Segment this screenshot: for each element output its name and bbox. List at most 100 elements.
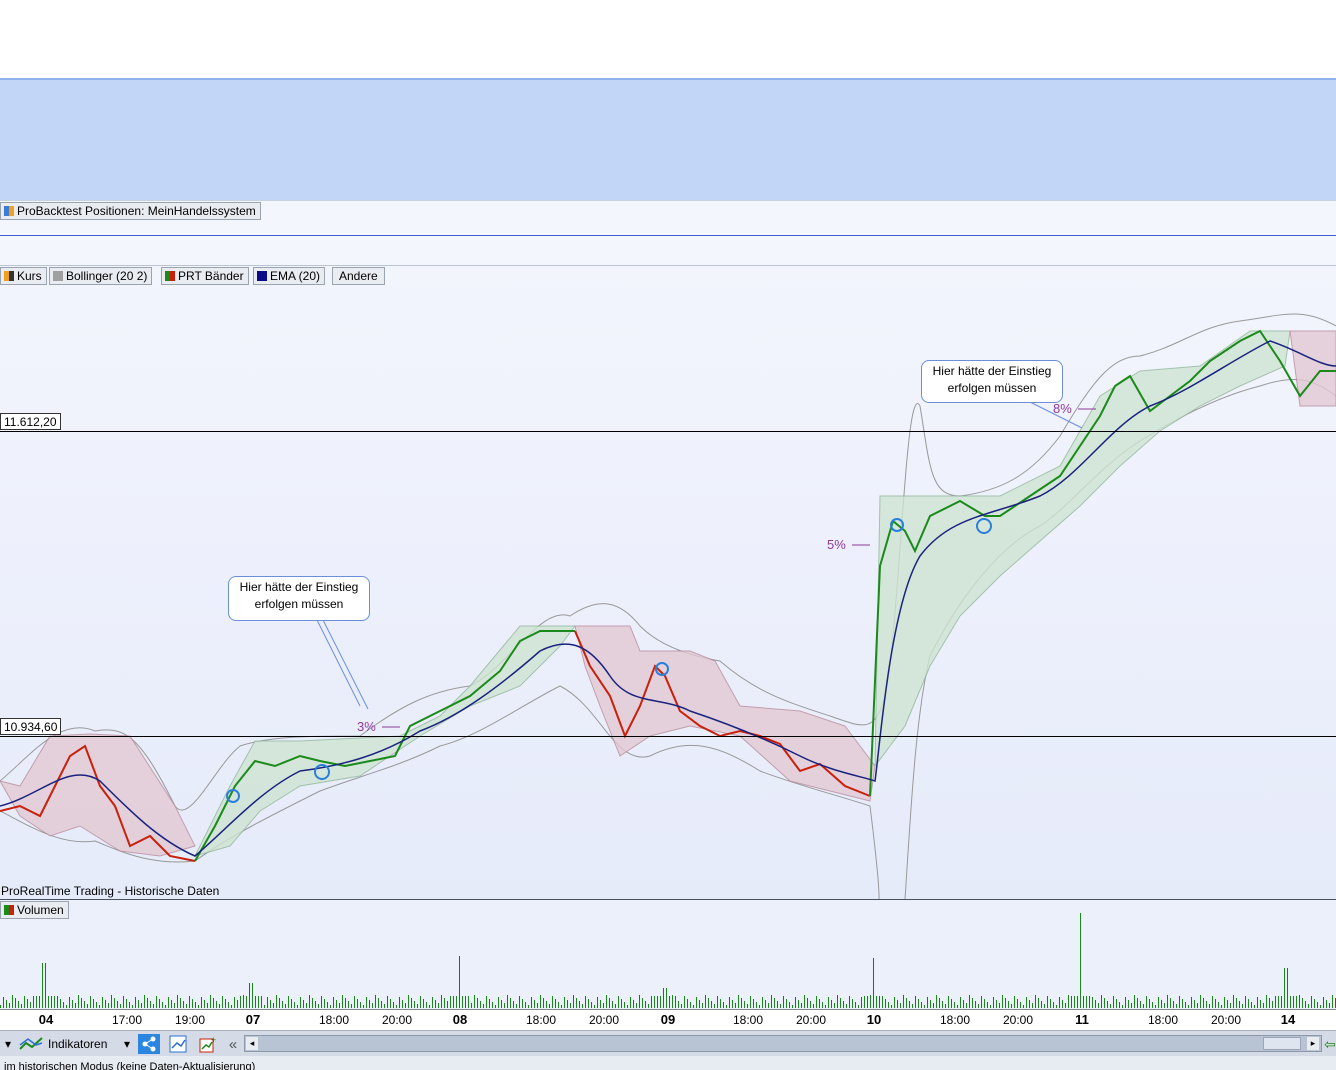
volume-bar [57, 996, 58, 1008]
volume-bar [978, 1004, 979, 1008]
volume-bar [1296, 996, 1297, 1008]
volume-bar [1197, 1003, 1198, 1008]
volume-bar [240, 996, 241, 1008]
share-icon[interactable] [138, 1034, 160, 1054]
volume-bar [936, 995, 937, 1008]
price-chart-panel[interactable]: 11.612,20 10.934,60 Kurs Bollinger (20 2… [0, 266, 1336, 899]
entry-marker-5 [976, 518, 992, 534]
legend-prt-bands[interactable]: PRT Bänder [161, 267, 249, 285]
volume-bar [507, 995, 508, 1008]
volume-bar [78, 995, 79, 1008]
volume-bar [912, 1004, 913, 1008]
volume-bar [1047, 996, 1048, 1008]
volume-bar [1194, 1000, 1195, 1008]
volume-bar [969, 995, 970, 1008]
status-text: im historischen Modus (keine Daten-Aktua… [4, 1061, 256, 1070]
dropdown-arrow-icon[interactable]: ▾ [4, 1037, 12, 1051]
volume-bar [1059, 997, 1060, 1008]
volume-bar [291, 999, 292, 1008]
volume-bar [132, 1005, 133, 1008]
volume-bar [990, 1005, 991, 1008]
volume-bar [1272, 1001, 1273, 1008]
indicators-button[interactable]: Indikatoren [18, 1034, 107, 1054]
price-level-lower: 10.934,60 [0, 718, 62, 735]
volume-bar [1179, 996, 1180, 1008]
volume-bar [123, 996, 124, 1008]
volume-bar [1185, 1002, 1186, 1008]
positions-legend[interactable]: ProBacktest Positionen: MeinHandelssyste… [0, 202, 261, 220]
volume-bar [192, 999, 193, 1008]
volume-bar [1062, 1000, 1063, 1008]
volume-bar [93, 999, 94, 1008]
add-chart-icon[interactable]: + [197, 1034, 219, 1054]
volume-bar [447, 1001, 448, 1008]
volume-bar [906, 998, 907, 1008]
volume-bar [780, 1004, 781, 1008]
horizontal-scrollbar[interactable]: ◂ ▸ [244, 1035, 1322, 1052]
go-to-end-icon[interactable]: ⇦ [1324, 1035, 1336, 1052]
volume-bar [336, 1000, 337, 1008]
volume-bar [327, 1002, 328, 1008]
indicators-dropdown-icon[interactable]: ▾ [123, 1037, 131, 1051]
volume-bar [606, 995, 607, 1008]
legend-volumen[interactable]: Volumen [0, 901, 69, 919]
volume-bar [1281, 996, 1282, 1008]
compare-chart-icon[interactable] [167, 1034, 189, 1054]
volume-bar [1302, 998, 1303, 1008]
time-axis: 04 17:00 19:00 07 18:00 20:00 08 18:00 20:00 09 18… [0, 1009, 1336, 1030]
volume-bar [1167, 995, 1168, 1008]
volume-bar [480, 1001, 481, 1008]
legend-ema[interactable]: EMA (20) [253, 267, 326, 285]
prt-band-up-2 [874, 330, 1291, 768]
volume-bar [516, 1004, 517, 1008]
callout-1-line2: erfolgen müssen [254, 597, 344, 611]
legend-bollinger[interactable]: Bollinger (20 2) [49, 267, 153, 285]
volume-bar [921, 1002, 922, 1008]
volume-bar [534, 1000, 535, 1008]
volume-bar [633, 1000, 634, 1008]
volume-bar [804, 995, 805, 1008]
volume-bar [1203, 998, 1204, 1008]
volume-panel[interactable]: Volumen [0, 899, 1336, 1009]
volume-bar [564, 997, 565, 1008]
volume-bar [924, 1005, 925, 1008]
time-axis-hour-label: 20:00 [1002, 1013, 1034, 1027]
volume-bar [744, 1001, 745, 1008]
scroll-right-arrow-icon[interactable]: ▸ [1307, 1037, 1319, 1050]
volume-bar [1074, 996, 1075, 1008]
volume-bar [1065, 1003, 1066, 1008]
volume-bar [918, 999, 919, 1008]
volume-bar [546, 1001, 547, 1008]
volume-bar [363, 1005, 364, 1008]
volume-bar [693, 1005, 694, 1008]
legend-andere[interactable]: Andere [332, 267, 385, 285]
volume-bar [759, 1005, 760, 1008]
collapse-left-icon[interactable]: « [228, 1035, 238, 1053]
volume-bar [855, 1002, 856, 1008]
scroll-left-arrow-icon[interactable]: ◂ [246, 1037, 258, 1050]
volume-bar [165, 1005, 166, 1008]
volume-bar [204, 1000, 205, 1008]
volume-bar [768, 1003, 769, 1008]
volume-bar [828, 997, 829, 1008]
bollinger-lower-band [0, 378, 1336, 899]
scroll-thumb[interactable] [1263, 1037, 1301, 1050]
volume-bar [6, 1000, 7, 1008]
volume-bar [933, 1003, 934, 1008]
volume-bar [180, 998, 181, 1008]
volume-bar [270, 1000, 271, 1008]
volume-bar [96, 1002, 97, 1008]
legend-kurs[interactable]: Kurs [0, 267, 47, 285]
volume-bar [1329, 1003, 1330, 1008]
volume-bar [438, 1003, 439, 1008]
volume-bar [987, 1002, 988, 1008]
volume-bar [861, 997, 862, 1008]
volume-bar [594, 1005, 595, 1008]
volume-bar [765, 1000, 766, 1008]
callout-2-line1: Hier hätte der Einstieg [932, 364, 1052, 378]
volume-bar [588, 999, 589, 1008]
volume-bar [708, 998, 709, 1008]
volume-bar [1254, 1005, 1255, 1008]
volume-bar [453, 996, 454, 1008]
volume-bar [429, 1005, 430, 1008]
